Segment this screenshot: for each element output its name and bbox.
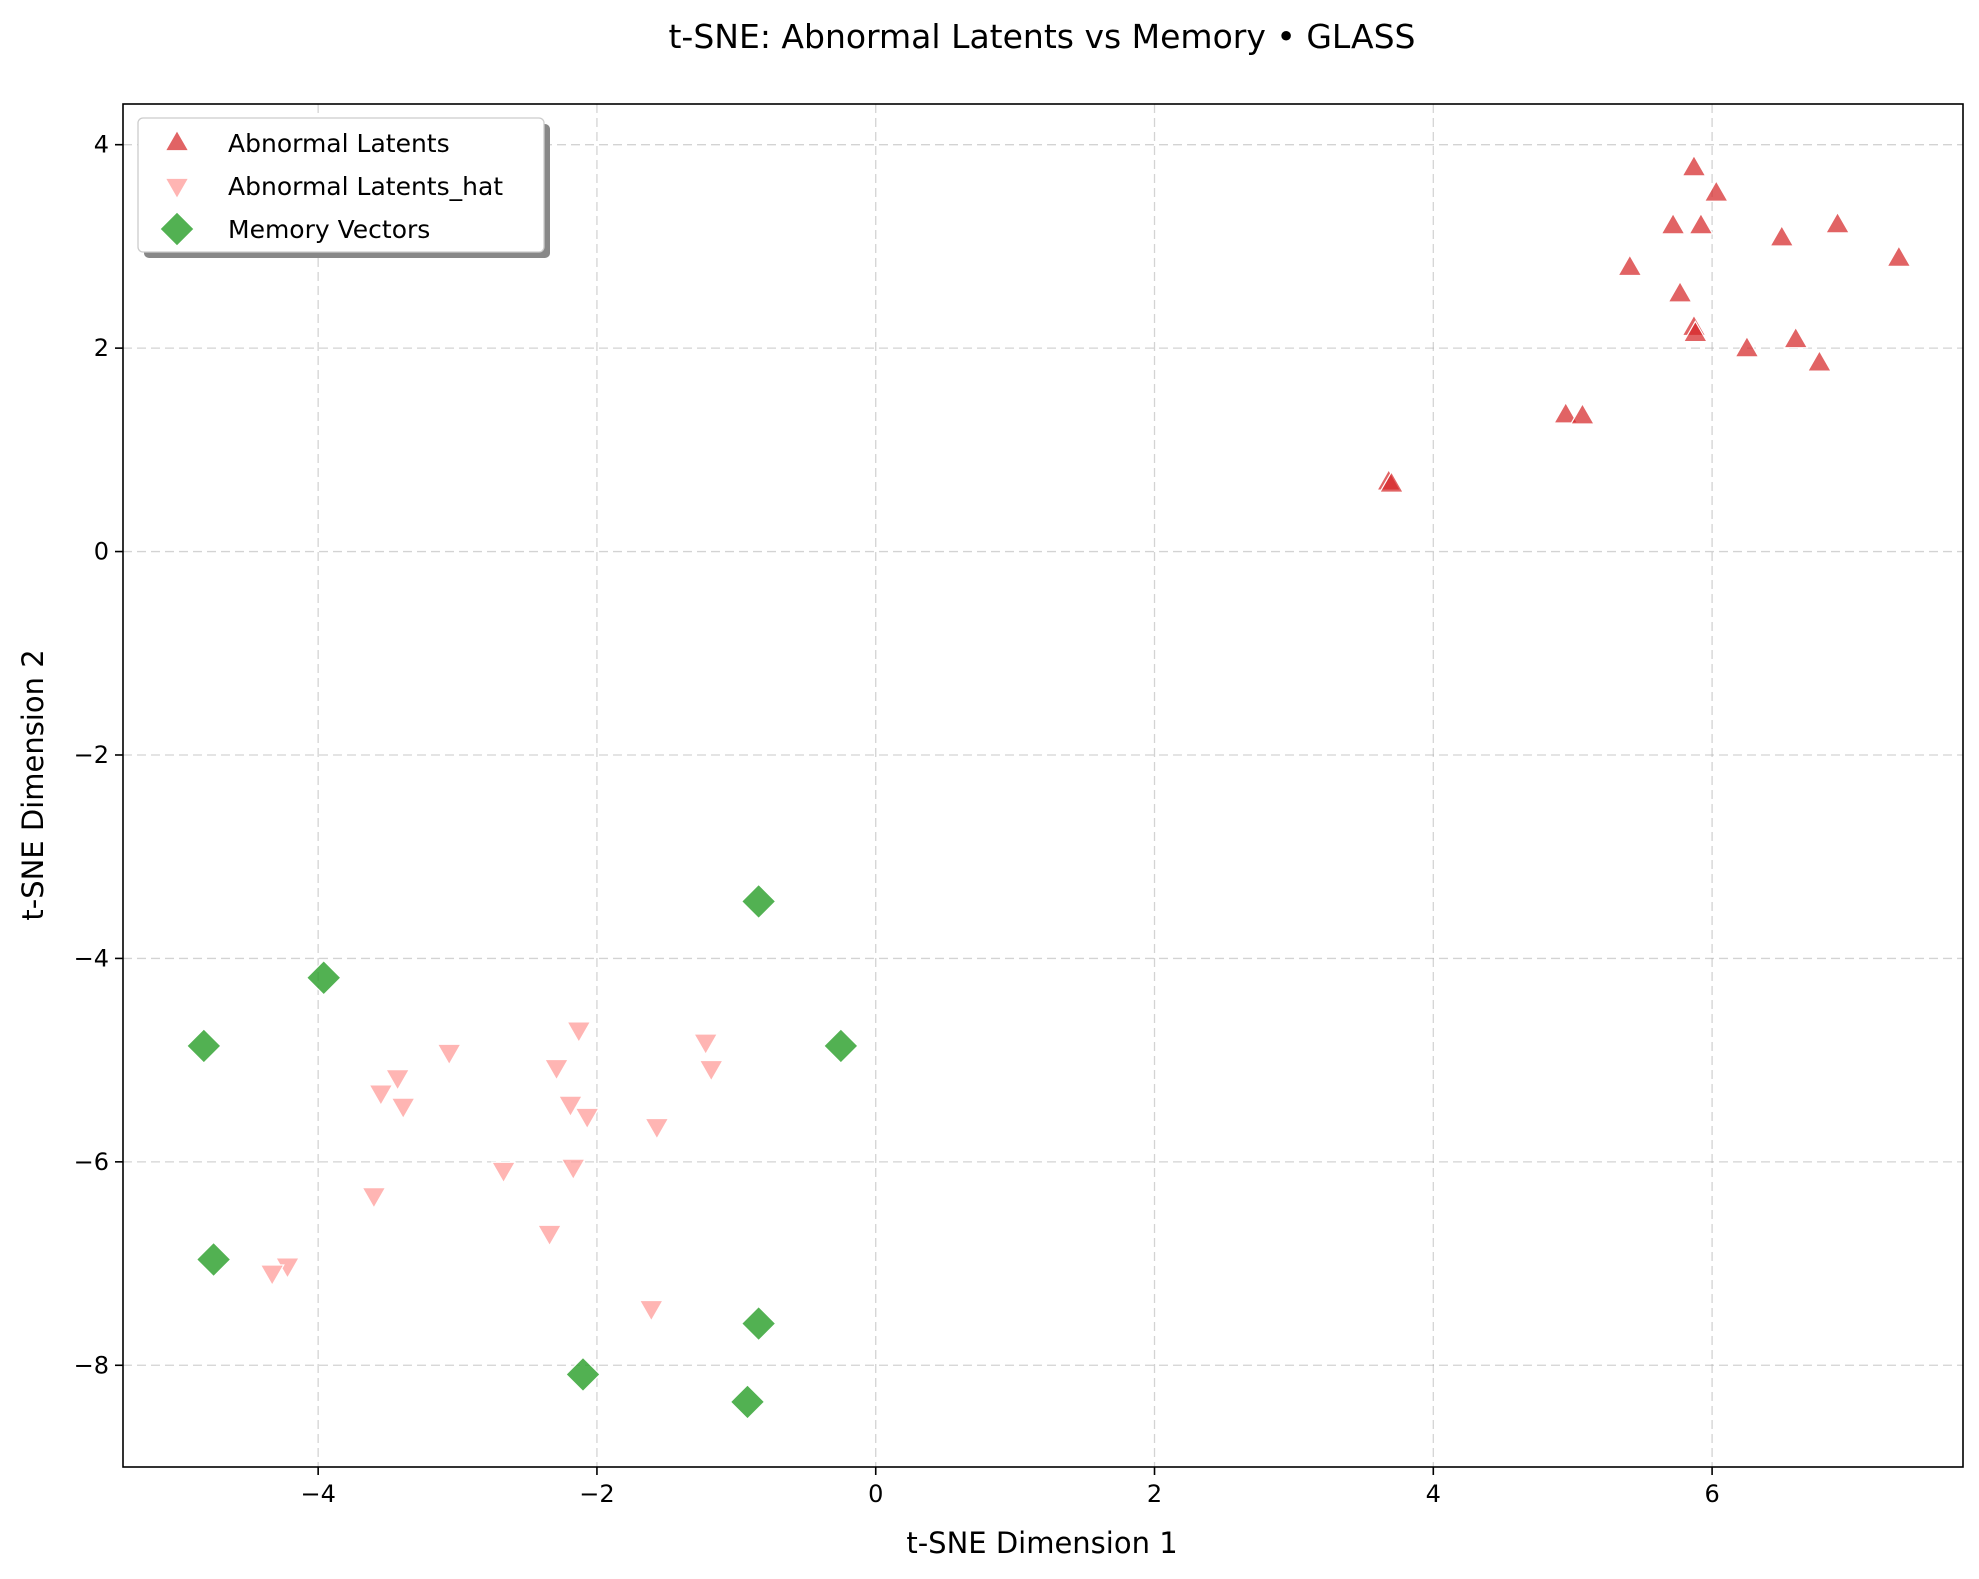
x-axis-label: t-SNE Dimension 1 xyxy=(906,1526,1177,1560)
legend-marker xyxy=(159,211,195,247)
legend-label: Memory Vectors xyxy=(228,215,430,244)
legend-box xyxy=(137,117,545,253)
data-point xyxy=(1703,179,1729,202)
x-tick-label: 6 xyxy=(1704,1480,1719,1508)
x-tick-label: 4 xyxy=(1426,1480,1441,1508)
data-point xyxy=(305,959,342,996)
y-axis-label: t-SNE Dimension 2 xyxy=(16,649,50,920)
data-point xyxy=(644,1117,670,1140)
points-layer xyxy=(185,154,1912,1420)
legend: Abnormal Latents Abnormal Latents_hat Memo… xyxy=(137,117,550,258)
data-point xyxy=(384,1069,411,1092)
data-point xyxy=(574,1107,600,1130)
data-point xyxy=(729,1384,766,1420)
y-tick-label: 2 xyxy=(94,334,109,362)
legend-label: Abnormal Latents_hat xyxy=(228,172,503,201)
data-point xyxy=(1617,254,1643,277)
x-tick-label: −4 xyxy=(300,1480,335,1508)
data-point xyxy=(1688,212,1714,235)
data-point xyxy=(1886,244,1912,267)
data-point xyxy=(1660,212,1686,235)
data-point xyxy=(185,1028,222,1064)
plot-frame xyxy=(122,103,1964,1468)
data-point xyxy=(1783,326,1809,349)
ticks-layer: −4 −2 0 2 4 6 −8 −6 −4 −2 0 2 4 xyxy=(74,131,1720,1508)
data-point xyxy=(693,1033,719,1056)
data-point xyxy=(536,1224,563,1247)
x-tick-label: −2 xyxy=(579,1480,614,1508)
data-point xyxy=(740,1305,777,1342)
data-point xyxy=(566,1021,592,1044)
data-point xyxy=(543,1058,570,1081)
data-point xyxy=(638,1299,664,1323)
data-point xyxy=(565,1356,601,1393)
data-point xyxy=(740,883,777,920)
y-tick-label: −4 xyxy=(74,944,109,972)
y-tick-label: −2 xyxy=(74,741,109,769)
legend-label: Abnormal Latents xyxy=(228,129,450,158)
data-point xyxy=(1667,280,1693,303)
data-point xyxy=(195,1241,232,1278)
data-point xyxy=(1569,402,1596,425)
data-point xyxy=(1682,320,1709,343)
series-0 xyxy=(1376,154,1912,493)
data-point xyxy=(390,1097,416,1120)
series-1 xyxy=(259,1021,724,1323)
data-point xyxy=(557,1095,584,1118)
y-tick-label: −6 xyxy=(74,1148,109,1176)
series-2 xyxy=(185,883,859,1420)
data-point xyxy=(560,1158,586,1181)
data-point xyxy=(490,1161,517,1184)
data-point xyxy=(436,1043,462,1066)
data-point xyxy=(698,1059,724,1082)
legend-marker xyxy=(164,129,190,152)
y-tick-label: 4 xyxy=(94,131,109,159)
legend-marker xyxy=(164,177,190,200)
data-point xyxy=(1806,349,1833,372)
data-point xyxy=(1378,470,1405,493)
data-point xyxy=(1681,154,1707,177)
data-point xyxy=(259,1264,285,1287)
grid-layer xyxy=(123,104,1963,1467)
x-tick-label: 0 xyxy=(868,1480,883,1508)
data-point xyxy=(1824,211,1851,234)
data-point xyxy=(1734,335,1760,358)
y-tick-label: −8 xyxy=(74,1351,109,1379)
data-point xyxy=(1553,401,1579,424)
data-point xyxy=(823,1028,859,1064)
x-tick-label: 2 xyxy=(1147,1480,1162,1508)
chart-title: t-SNE: Abnormal Latents vs Memory • GLAS… xyxy=(668,17,1415,56)
data-point xyxy=(361,1187,387,1210)
data-point xyxy=(1769,224,1795,247)
data-point xyxy=(368,1084,394,1107)
y-tick-label: 0 xyxy=(94,538,109,566)
